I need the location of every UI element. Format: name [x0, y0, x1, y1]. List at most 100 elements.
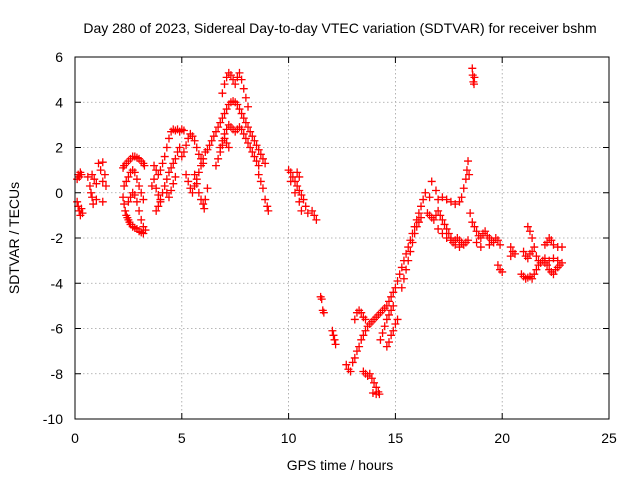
data-point: [472, 238, 481, 247]
x-tick-label: 10: [281, 430, 297, 446]
data-point: [393, 276, 402, 285]
data-point: [372, 383, 381, 392]
data-point: [261, 195, 270, 204]
y-tick-label: 6: [55, 49, 63, 65]
data-point: [523, 222, 532, 231]
data-point: [468, 64, 477, 73]
data-point: [402, 249, 411, 258]
data-point: [200, 204, 209, 213]
data-point: [119, 193, 128, 202]
data-point: [466, 209, 475, 218]
data-point: [442, 234, 451, 242]
data-point: [122, 177, 131, 186]
data-point: [194, 188, 203, 197]
data-point: [331, 340, 340, 349]
data-point: [218, 141, 227, 150]
x-tick-label: 20: [494, 430, 510, 446]
data-point: [137, 188, 146, 197]
data-point: [239, 114, 248, 123]
data-point: [301, 202, 310, 211]
data-point: [160, 152, 169, 161]
data-point: [350, 353, 359, 362]
data-point: [222, 105, 231, 114]
data-point: [359, 331, 368, 340]
data-point: [414, 209, 423, 218]
data-point: [89, 200, 98, 209]
data-point: [194, 150, 203, 159]
data-point: [549, 254, 558, 263]
data-point: [549, 240, 558, 249]
data-point: [152, 184, 161, 193]
data-point: [254, 170, 263, 179]
data-point: [190, 136, 199, 145]
data-point: [395, 270, 404, 279]
data-point: [120, 200, 129, 209]
data-point: [429, 215, 438, 224]
data-point: [100, 170, 109, 179]
data-point: [98, 177, 107, 186]
data-point: [264, 206, 273, 215]
data-point: [164, 193, 173, 202]
data-point: [88, 193, 97, 202]
data-point: [547, 236, 556, 245]
data-point: [132, 175, 141, 184]
data-point: [461, 175, 470, 184]
data-point: [357, 308, 366, 317]
data-point: [446, 236, 455, 245]
data-point: [233, 73, 242, 82]
data-point: [207, 136, 216, 145]
data-point: [98, 158, 107, 167]
data-point: [92, 179, 101, 188]
data-point: [139, 195, 148, 204]
data-point: [410, 229, 419, 238]
data-point: [543, 261, 552, 270]
data-point: [328, 326, 337, 335]
data-point: [436, 211, 445, 220]
data-point: [464, 236, 473, 245]
data-point: [530, 243, 539, 252]
data-point: [216, 148, 225, 157]
data-point: [446, 197, 455, 206]
data-point: [434, 206, 443, 215]
data-point: [197, 154, 206, 163]
data-point: [553, 256, 562, 265]
data-point: [252, 157, 261, 166]
data-point: [244, 102, 253, 111]
data-point: [246, 127, 255, 136]
data-point: [162, 143, 171, 152]
data-point: [237, 109, 246, 118]
data-point: [342, 360, 351, 369]
data-point: [235, 105, 244, 114]
data-point: [211, 127, 220, 136]
data-point: [137, 215, 146, 224]
data-point: [346, 367, 355, 376]
data-point: [156, 197, 165, 206]
data-point: [493, 261, 502, 270]
data-point: [98, 197, 107, 206]
data-point: [329, 331, 338, 340]
data-point: [378, 329, 387, 338]
data-point: [256, 177, 265, 186]
data-point: [158, 159, 167, 168]
data-point: [434, 195, 443, 204]
data-point: [384, 297, 393, 306]
data-point: [421, 188, 430, 197]
data-point: [171, 154, 180, 163]
data-point: [226, 71, 235, 80]
data-point: [154, 202, 163, 211]
data-point: [404, 256, 413, 265]
data-point: [73, 197, 82, 206]
data-point: [459, 184, 468, 193]
data-point: [532, 265, 541, 274]
x-tick-label: 25: [601, 430, 617, 446]
x-tick-label: 0: [71, 430, 79, 446]
data-point: [295, 186, 304, 195]
data-point: [220, 109, 229, 118]
data-point: [171, 172, 180, 181]
data-point: [368, 388, 377, 397]
data-point: [534, 256, 543, 265]
data-point: [154, 170, 163, 179]
data-point: [256, 150, 265, 159]
data-point: [414, 218, 423, 227]
data-point: [179, 126, 188, 135]
